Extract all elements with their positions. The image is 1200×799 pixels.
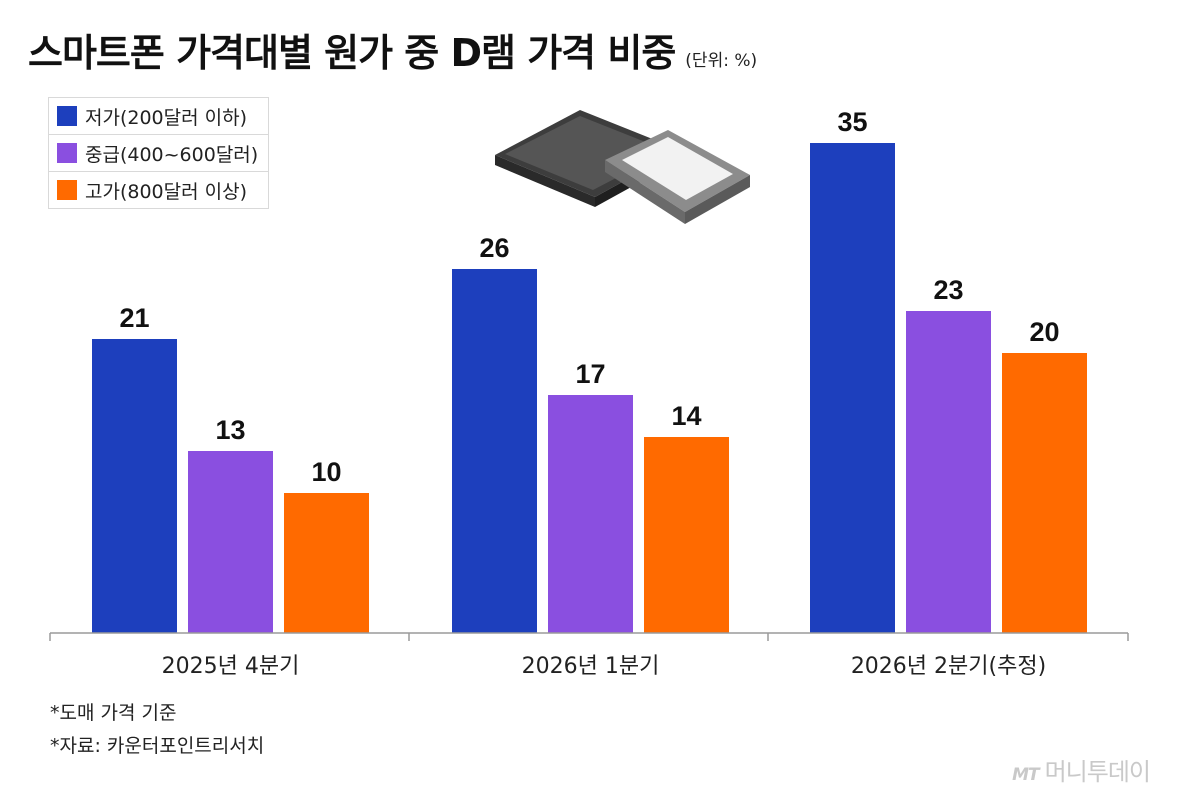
legend-label-mid: 중급(400~600달러) xyxy=(85,143,259,166)
bar-low-1 xyxy=(92,339,177,633)
bar-mid-2 xyxy=(548,395,633,633)
dram-chip-illustration xyxy=(495,110,750,224)
bar-low-2 xyxy=(452,269,537,633)
bar-mid-1 xyxy=(188,451,273,633)
category-label-2: 2026년 1분기 xyxy=(522,654,660,679)
bar-high-2 xyxy=(644,437,729,633)
footnotes: *도매 가격 기준 *자료: 카운터포인트리서치 xyxy=(50,697,264,763)
bar-high-3 xyxy=(1002,353,1087,633)
data-label-mid-2: 17 xyxy=(575,359,605,389)
data-label-low-2: 26 xyxy=(479,233,509,263)
watermark-text: 머니투데이 xyxy=(1044,758,1151,786)
data-label-mid-1: 13 xyxy=(215,415,245,445)
legend-label-low: 저가(200달러 이하) xyxy=(85,106,248,129)
legend-item-low: 저가(200달러 이하) xyxy=(48,97,270,135)
legend-swatch-mid xyxy=(57,143,77,163)
legend: 저가(200달러 이하) 중급(400~600달러) 고가(800달러 이상) xyxy=(48,97,270,209)
data-label-low-3: 35 xyxy=(837,107,867,137)
data-label-low-1: 21 xyxy=(119,303,149,333)
watermark: MT 머니투데이 xyxy=(1012,752,1151,787)
legend-swatch-high xyxy=(57,180,77,200)
data-label-high-1: 10 xyxy=(311,457,341,487)
note-source: *자료: 카운터포인트리서치 xyxy=(50,735,265,757)
data-label-high-3: 20 xyxy=(1029,317,1059,347)
bar-high-1 xyxy=(284,493,369,633)
category-label-3: 2026년 2분기(추정) xyxy=(851,654,1046,679)
data-label-high-2: 14 xyxy=(671,401,701,431)
watermark-logo: MT xyxy=(1012,765,1039,785)
data-label-mid-3: 23 xyxy=(933,275,963,305)
category-label-1: 2025년 4분기 xyxy=(162,654,300,679)
bar-low-3 xyxy=(810,143,895,633)
legend-swatch-low xyxy=(57,106,77,126)
legend-item-mid: 중급(400~600달러) xyxy=(48,135,270,172)
chart-title: 스마트폰 가격대별 원가 중 D램 가격 비중 xyxy=(28,31,676,75)
bar-mid-3 xyxy=(906,311,991,633)
unit-label: (단위: %) xyxy=(685,51,758,71)
legend-item-high: 고가(800달러 이상) xyxy=(48,172,270,209)
note-wholesale: *도매 가격 기준 xyxy=(50,702,177,724)
legend-label-high: 고가(800달러 이상) xyxy=(85,180,248,203)
chart-header: 스마트폰 가격대별 원가 중 D램 가격 비중 (단위: %) xyxy=(28,22,757,77)
